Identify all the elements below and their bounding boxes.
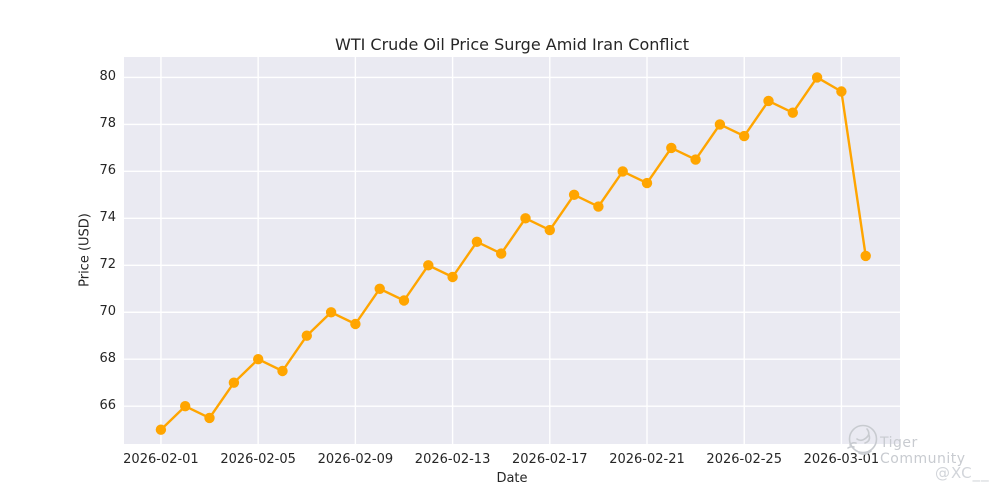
data-point-marker	[666, 142, 677, 154]
data-point-marker	[398, 295, 410, 306]
data-point-marker	[593, 201, 604, 212]
watermark-community-text: Tiger Community	[880, 435, 966, 467]
tiger-community-logo-icon	[847, 424, 878, 455]
y-tick-label: 66	[99, 398, 116, 414]
x-tick-label: 2026-02-13	[414, 452, 491, 467]
data-point-marker	[301, 330, 312, 341]
data-point-marker	[180, 401, 191, 412]
x-tick-label: 2026-02-09	[317, 452, 394, 467]
plot-area	[124, 57, 900, 444]
data-point-marker	[714, 119, 726, 130]
data-point-marker	[544, 224, 555, 236]
data-point-marker	[423, 260, 434, 271]
data-point-marker	[739, 130, 750, 142]
y-tick-label: 74	[99, 210, 116, 226]
x-tick-label: 2026-02-21	[609, 452, 685, 467]
data-point-marker	[763, 95, 774, 107]
y-tick-label: 70	[99, 304, 116, 320]
data-point-marker	[568, 189, 580, 200]
watermark-handle-text: @XC__	[935, 464, 990, 482]
data-point-marker	[374, 283, 385, 294]
price-line	[159, 76, 867, 431]
data-point-marker	[471, 236, 483, 247]
data-point-marker	[350, 318, 361, 330]
x-tick-label: 2026-03-01	[803, 452, 880, 467]
data-point-marker	[787, 107, 798, 118]
x-tick-label: 2026-02-01	[123, 452, 199, 467]
data-point-marker	[520, 213, 531, 224]
data-point-marker	[860, 250, 871, 262]
x-tick-label: 2026-02-25	[706, 452, 782, 467]
y-tick-label: 80	[99, 69, 116, 85]
data-point-marker	[496, 248, 507, 259]
data-point-marker	[641, 177, 653, 189]
price-line-chart	[124, 57, 900, 444]
data-point-marker	[617, 166, 628, 177]
y-tick-label: 72	[99, 257, 116, 273]
y-axis-label: Price (USD)	[77, 213, 93, 287]
data-point-marker	[811, 72, 823, 83]
x-tick-label: 2026-02-17	[512, 452, 588, 467]
data-point-marker	[836, 86, 847, 97]
chart-title: WTI Crude Oil Price Surge Amid Iran Conf…	[335, 35, 689, 54]
x-axis-label: Date	[496, 471, 528, 486]
data-point-marker	[325, 307, 337, 318]
data-point-marker	[228, 377, 240, 388]
data-point-marker	[155, 424, 167, 435]
y-tick-label: 76	[99, 163, 116, 179]
data-point-marker	[690, 154, 701, 165]
data-point-marker	[277, 365, 288, 377]
x-tick-label: 2026-02-05	[220, 452, 296, 467]
data-point-marker	[447, 271, 458, 283]
y-tick-label: 68	[99, 351, 116, 367]
data-point-marker	[204, 412, 215, 424]
data-point-marker	[253, 354, 264, 365]
y-tick-label: 78	[99, 116, 116, 132]
